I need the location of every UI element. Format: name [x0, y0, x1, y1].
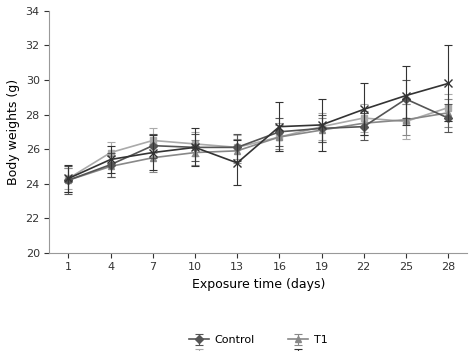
X-axis label: Exposure time (days): Exposure time (days)	[191, 278, 325, 291]
Legend: Control, T2, T1, T3: Control, T2, T1, T3	[184, 331, 332, 351]
Y-axis label: Body weights (g): Body weights (g)	[7, 79, 20, 185]
